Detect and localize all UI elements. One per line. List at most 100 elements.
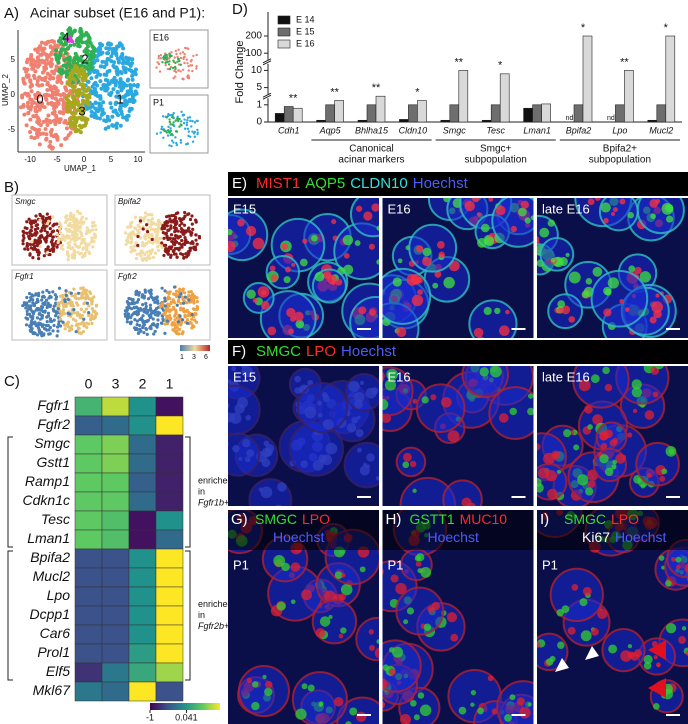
stain-label: MIST1 AQP5 CLDN10 Hoechst [256, 175, 469, 192]
heatmap-cell [101, 605, 130, 626]
heatmap-cell [101, 415, 130, 436]
umap-point [80, 293, 84, 298]
umap-point [130, 73, 135, 78]
cell [489, 366, 502, 378]
umap-point [176, 322, 180, 326]
cell [283, 276, 291, 284]
cell [346, 423, 357, 433]
heatmap-cell [101, 548, 130, 569]
umap-point [82, 237, 86, 242]
cell [307, 684, 315, 692]
cell [423, 623, 432, 631]
umap-point [185, 58, 189, 61]
umap-point [34, 230, 39, 234]
cell [238, 456, 243, 461]
image-label: E15 [233, 369, 256, 384]
umap-point [136, 234, 140, 239]
cell [231, 366, 237, 372]
image-label: E15 [233, 201, 256, 216]
umap-point [40, 324, 44, 329]
cell [288, 328, 295, 335]
heatmap-cell [155, 643, 184, 664]
cell [450, 633, 459, 642]
stain-label: SMGC LPO [255, 511, 330, 527]
x-tick-label: Mucl2 [649, 125, 673, 135]
heatmap-cell [101, 586, 130, 607]
cell [587, 198, 595, 206]
umap-point [119, 88, 124, 93]
umap-point [38, 244, 42, 248]
umap-point [130, 77, 135, 82]
umap-point [71, 255, 75, 260]
umap-point [85, 246, 89, 250]
umap-point [30, 319, 34, 323]
umap-point [167, 246, 171, 250]
umap-point [49, 38, 54, 43]
umap-point [55, 232, 59, 237]
x-tick-label: 5 [109, 155, 114, 164]
umap-point [169, 308, 173, 312]
umap-point [183, 118, 186, 121]
umap-point [171, 123, 174, 126]
bracket [7, 550, 13, 681]
umap-point [125, 317, 130, 321]
umap-point [178, 234, 182, 239]
umap-point [194, 238, 198, 242]
cell [228, 402, 230, 409]
bracket [185, 550, 191, 681]
umap-point [168, 217, 172, 221]
umap-point [175, 325, 179, 329]
gene-label: Fgfr1 [15, 272, 34, 281]
umap-point [37, 142, 42, 147]
umap-point [51, 329, 55, 333]
umap-point [88, 57, 93, 62]
umap-point [27, 304, 31, 308]
umap-point [78, 130, 83, 135]
umap-point [66, 236, 71, 240]
umap-point [137, 224, 141, 228]
umap-point [177, 295, 182, 299]
umap-point [22, 230, 26, 235]
umap-point [18, 105, 23, 110]
umap-point [27, 235, 31, 239]
heatmap-cell [128, 472, 157, 493]
umap-point [92, 295, 96, 299]
umap-point [94, 115, 99, 120]
legend-label: E 16 [296, 38, 315, 48]
umap-point [168, 60, 171, 63]
heatmap-cell [128, 548, 157, 569]
umap-point [186, 127, 190, 131]
bracket-label: in [198, 610, 205, 620]
umap-point [72, 28, 77, 33]
cell [627, 432, 633, 438]
cell [342, 234, 354, 246]
y-axis-label: UMAP_2 [1, 73, 10, 106]
umap-point [148, 256, 152, 260]
umap-point [75, 233, 79, 237]
umap-point [70, 230, 74, 234]
umap-point [37, 118, 42, 123]
umap-point [91, 54, 96, 59]
umap-point [62, 302, 66, 306]
panel-label: E) [232, 175, 247, 192]
umap-point [125, 320, 129, 324]
cell [262, 674, 267, 679]
bracket [185, 436, 191, 548]
cell [353, 399, 363, 409]
umap-point [184, 255, 189, 259]
cell [384, 379, 397, 391]
umap-point [49, 62, 54, 67]
umap-point [145, 250, 149, 254]
umap-point [33, 96, 38, 101]
umap-point [45, 82, 50, 87]
umap-point [84, 217, 88, 221]
umap-point [174, 212, 178, 216]
umap-point [97, 116, 102, 121]
axis-break [262, 94, 272, 100]
cell [568, 316, 576, 323]
umap-point [182, 232, 186, 236]
umap-point [172, 218, 176, 222]
umap-point [65, 217, 70, 221]
acinus [228, 208, 269, 262]
umap-point [36, 299, 40, 303]
